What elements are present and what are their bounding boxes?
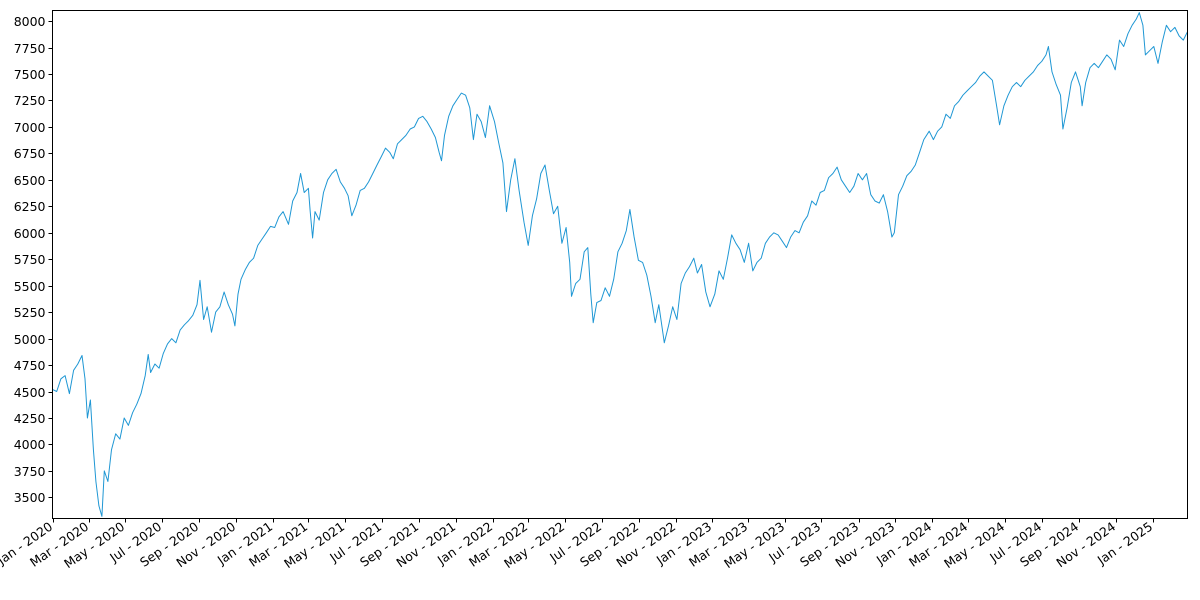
- y-tick-label: 6000: [14, 226, 46, 241]
- y-tick-label: 6500: [14, 173, 46, 188]
- y-tick-label: 3750: [14, 464, 46, 479]
- y-tick-label: 4250: [14, 411, 46, 426]
- y-tick-label: 5250: [14, 305, 46, 320]
- series-layer: [52, 12, 1188, 517]
- y-tick-label: 7000: [14, 120, 46, 135]
- plot-frame: [52, 10, 1188, 519]
- y-tick-label: 4500: [14, 385, 46, 400]
- y-tick-label: 5500: [14, 279, 46, 294]
- y-tick-label: 4750: [14, 358, 46, 373]
- y-tick-label: 7500: [14, 67, 46, 82]
- y-tick-label: 6750: [14, 146, 46, 161]
- y-tick-label: 7750: [14, 41, 46, 56]
- y-tick-label: 8000: [14, 14, 46, 29]
- series-line: [52, 12, 1188, 517]
- y-tick-label: 7250: [14, 93, 46, 108]
- y-tick-label: 6250: [14, 199, 46, 214]
- y-axis: 3500 3750 4000 4250 4500 4750 5000 5250 5500 5750…: [14, 14, 53, 505]
- y-tick-label: 5000: [14, 332, 46, 347]
- y-tick-label: 3500: [14, 490, 46, 505]
- y-tick-label: 4000: [14, 437, 46, 452]
- y-tick-label: 5750: [14, 252, 46, 267]
